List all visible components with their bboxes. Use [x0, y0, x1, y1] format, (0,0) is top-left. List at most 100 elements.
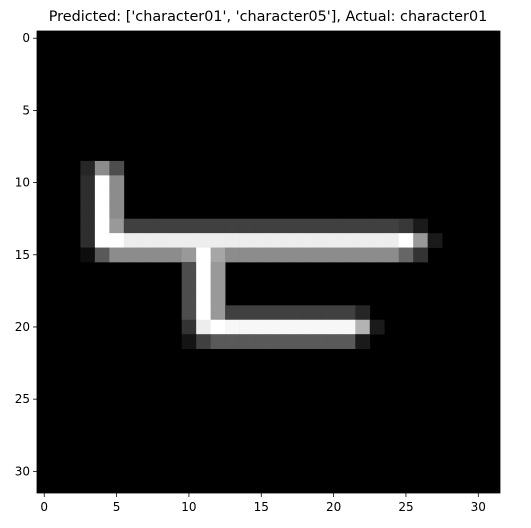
pixel-cell [109, 247, 125, 263]
pixel-cell [181, 276, 197, 292]
pixel-cell [109, 218, 125, 234]
pixel-cell [268, 247, 284, 263]
pixel-cell [109, 160, 125, 176]
pixel-cell [196, 276, 211, 292]
pixel-cell [181, 305, 197, 321]
pixel-cell [196, 262, 211, 277]
pixel-cell [311, 218, 327, 234]
pixel-cell [297, 319, 313, 335]
pixel-cell [340, 233, 356, 248]
plot-area [36, 30, 501, 494]
pixel-cell [326, 247, 342, 263]
pixel-cell [268, 305, 284, 321]
pixel-cell [152, 218, 168, 234]
pixel-cell [239, 218, 255, 234]
pixel-cell [311, 233, 327, 248]
y-tick-label: 25 [15, 392, 30, 406]
x-tick-label: 20 [326, 500, 341, 514]
pixel-cell [297, 218, 313, 234]
pixel-cell [138, 218, 154, 234]
pixel-cell [369, 319, 385, 335]
x-tick-label: 30 [471, 500, 486, 514]
pixel-cell [181, 233, 197, 248]
pixel-cell [384, 247, 400, 263]
pixel-cell [254, 305, 269, 321]
pixel-cell [123, 233, 139, 248]
pixel-cell [210, 290, 226, 306]
pixel-cell [94, 247, 110, 263]
pixel-cell [340, 247, 356, 263]
pixel-cell [282, 218, 298, 234]
pixel-cell [239, 247, 255, 263]
pixel-cell [210, 334, 226, 349]
pixel-cell [94, 204, 110, 220]
pixel-cell [196, 319, 211, 335]
pixel-cell [210, 247, 226, 263]
pixel-cell [239, 319, 255, 335]
pixel-cell [355, 319, 371, 335]
pixel-cell [94, 189, 110, 205]
pixel-cell [109, 204, 125, 220]
y-tick-label: 5 [22, 103, 30, 117]
pixel-cell [196, 305, 211, 321]
x-tick-label: 10 [181, 500, 196, 514]
pixel-cell [196, 218, 211, 234]
pixel-cell [355, 334, 371, 349]
pixel-cell [268, 334, 284, 349]
pixel-cell [369, 218, 385, 234]
pixel-cell [384, 218, 400, 234]
pixel-cell [196, 290, 211, 306]
pixel-cell [80, 189, 96, 205]
pixel-cell [196, 247, 211, 263]
pixel-cell [181, 218, 197, 234]
pixel-cell [355, 233, 371, 248]
y-tick-label: 15 [15, 248, 30, 262]
pixel-cell [181, 334, 197, 349]
pixel-cell [340, 218, 356, 234]
pixel-cell [181, 262, 197, 277]
y-tick-label: 10 [15, 176, 30, 190]
pixel-cell [326, 319, 342, 335]
x-tick-label: 5 [113, 500, 121, 514]
pixel-layer [80, 160, 443, 349]
pixel-cell [254, 218, 269, 234]
pixel-cell [268, 233, 284, 248]
pixel-cell [268, 319, 284, 335]
pixel-cell [254, 334, 269, 349]
pixel-cell [239, 233, 255, 248]
pixel-cell [80, 175, 96, 191]
pixel-cell [152, 233, 168, 248]
pixel-cell [297, 305, 313, 321]
pixel-cell [384, 233, 400, 248]
pixel-cell [167, 247, 183, 263]
y-axis: 0 5 10 15 20 25 30 [15, 31, 37, 478]
pixel-cell [196, 233, 211, 248]
pixel-cell [167, 218, 183, 234]
pixel-cell [355, 247, 371, 263]
pixel-cell [282, 319, 298, 335]
pixel-cell [109, 233, 125, 248]
pixel-cell [80, 204, 96, 220]
axes-frame [36, 30, 501, 494]
pixel-cell [413, 247, 429, 263]
pixel-cell [297, 334, 313, 349]
y-tick-label: 30 [15, 464, 30, 478]
pixel-cell [123, 218, 139, 234]
x-tick-label: 15 [254, 500, 269, 514]
pixel-cell [225, 247, 240, 263]
pixel-cell [109, 175, 125, 191]
pixel-cell [254, 247, 269, 263]
pixel-cell [340, 334, 356, 349]
pixel-cell [94, 160, 110, 176]
pixel-cell [282, 334, 298, 349]
pixel-cell [311, 305, 327, 321]
pixel-cell [369, 233, 385, 248]
pixel-cell [297, 247, 313, 263]
pixel-cell [152, 247, 168, 263]
pixel-cell [196, 334, 211, 349]
pixel-cell [326, 334, 342, 349]
y-tick-label: 0 [22, 31, 30, 45]
pixel-cell [80, 218, 96, 234]
y-tick-label: 20 [15, 320, 30, 334]
